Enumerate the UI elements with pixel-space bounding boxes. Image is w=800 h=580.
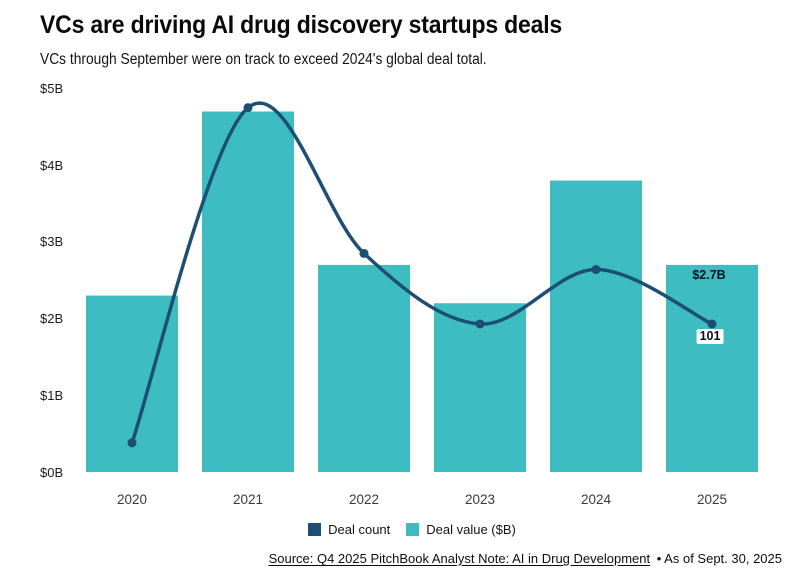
chart-subtitle: VCs through September were on track to e… (40, 51, 487, 68)
category-axis-tick-2024: 2024 (580, 492, 612, 507)
source-line: Source: Q4 2025 PitchBook Analyst Note: … (269, 551, 782, 566)
legend-label-deal-count: Deal count (328, 522, 391, 537)
deal-value-bar-2024 (550, 180, 642, 473)
value-axis-tick-1b: $1B (40, 387, 64, 403)
as-of-text: • As of Sept. 30, 2025 (656, 551, 782, 566)
category-axis-tick-2023: 2023 (464, 492, 496, 507)
deal-value-bar-2025 (666, 264, 758, 472)
deal-value-bar-2022 (318, 264, 410, 472)
category-axis-tick-2020: 2020 (116, 492, 148, 507)
value-axis-tick-3b: $3B (40, 234, 64, 250)
value-axis-tick-5b: $5B (40, 81, 64, 96)
value-axis-tick-4b: $4B (40, 157, 64, 173)
deal-count-point-2022 (359, 248, 369, 258)
deal-count-swatch-icon (308, 523, 322, 536)
deal-count-point-2025 (707, 319, 717, 329)
legend-label-deal-value: Deal value ($B) (426, 522, 516, 537)
deal-count-point-2021 (243, 103, 253, 113)
value-axis-tick-0b: $0B (40, 464, 64, 480)
deal-value-bar-2021 (202, 111, 294, 472)
legend-item-deal-count: Deal count (308, 522, 390, 537)
legend-item-deal-value: Deal value ($B) (406, 522, 516, 537)
deal-count-point-2024 (591, 265, 601, 275)
deal-value-bar-2023 (434, 303, 526, 472)
value-axis-tick-2b: $2B (40, 311, 64, 327)
deal-count-point-2023 (475, 319, 485, 329)
deal-count-point-2020 (127, 438, 137, 448)
source-link[interactable]: Source: Q4 2025 PitchBook Analyst Note: … (268, 551, 651, 566)
deal-count-label-2025: 101 (696, 329, 724, 344)
deal-value-swatch-icon (406, 523, 420, 536)
category-axis-tick-2021: 2021 (232, 492, 264, 507)
category-axis-tick-2025: 2025 (696, 492, 728, 507)
legend: Deal count Deal value ($B) (12, 522, 800, 537)
category-axis-tick-2022: 2022 (348, 492, 380, 507)
chart-title: VCs are driving AI drug discovery startu… (40, 11, 563, 39)
bar-value-label-2025: $2.7B (692, 268, 726, 282)
